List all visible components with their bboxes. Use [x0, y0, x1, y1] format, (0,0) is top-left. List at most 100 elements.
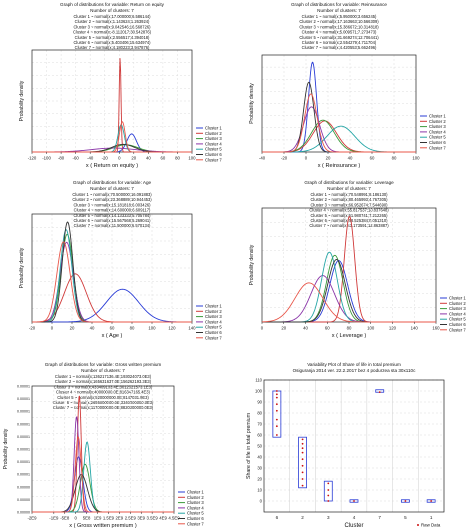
chart-note: Cluster 3 ~ normal(x;15.386672;10.314818… — [299, 24, 379, 29]
legend-label-cluster-7: Cluster 7 — [449, 327, 466, 332]
chart-note: Cluster 7 ~ normal(x;11.500000;6.570134) — [74, 223, 151, 228]
x-tick-label: -60 — [73, 156, 80, 161]
chart-note: Cluster 4 ~ normal(x;14.600000;6.609117) — [74, 208, 151, 213]
chart-note: Cluster 4 ~ normal(x;5.009571;7.273473) — [302, 30, 377, 35]
x-tick-label: 160 — [432, 326, 440, 331]
x-tick-label: -20 — [29, 326, 36, 331]
raw-data-point — [275, 418, 278, 421]
chart-subtitle: Number of clusters: 7 — [90, 186, 134, 191]
legend-label-cluster-5: Cluster 5 — [205, 147, 222, 152]
legend-label-cluster-5: Cluster 5 — [429, 135, 446, 140]
chart-title: Graph of distributions for variable: Age — [73, 180, 152, 185]
legend-label-cluster-1: Cluster 1 — [187, 490, 204, 495]
raw-data-point — [301, 471, 304, 474]
series-line-cluster-7 — [261, 282, 436, 323]
legend-label-cluster-1: Cluster 1 — [449, 296, 466, 301]
chart-note: Cluster 6 ~ normal(x;15.567568;5.269041) — [73, 218, 151, 223]
x-tick-label: -40 — [259, 156, 266, 161]
raw-data-point — [378, 391, 381, 393]
x-tick-label: 3E9 — [137, 516, 145, 521]
x-axis-label: x ( Age ) — [102, 333, 123, 339]
x-tick-label: 4 — [353, 515, 356, 520]
plot-area: 0 10 20 30 40 50 60 70 80 90 100 110 6 2 3 4 7 5 1 — [255, 378, 445, 520]
y-axis-label: Probability density — [19, 80, 25, 121]
series-line-cluster-1 — [262, 61, 416, 153]
x-tick-label: 5E8 — [83, 516, 91, 521]
x-tick-label: -20 — [102, 156, 109, 161]
series-line-cluster-4 — [262, 106, 416, 153]
chart-note: Cluster 3 ~ normal(x;433409103.4E;301232… — [54, 384, 153, 389]
legend-label-cluster-3: Cluster 3 — [205, 314, 222, 319]
y-tick-label: 0.00001 — [17, 448, 30, 452]
y-tick-label: 70 — [257, 422, 262, 427]
x-tick-label: 140 — [188, 326, 196, 331]
chart-note: Cluster 3 ~ normal(x;15.181818;6.003426) — [73, 202, 151, 207]
y-tick-label: 0.00001 — [17, 460, 30, 464]
y-tick-label: 0.00001 — [17, 435, 30, 439]
chart-subtitle: Number of clusters: 7 — [81, 368, 125, 373]
legend-label-cluster-3: Cluster 3 — [429, 124, 446, 129]
raw-data-point — [275, 393, 278, 396]
plot-area: 0 20 40 60 80 100 120 140 160 — [261, 207, 440, 331]
y-tick-label: 90 — [257, 400, 262, 405]
legend-label-cluster-2: Cluster 2 — [449, 301, 466, 306]
x-tick-label: 60 — [325, 326, 330, 331]
series-line-cluster-6 — [32, 474, 174, 513]
chart-note: Cluster 7 ~ normal(x;43.173591;12.863887… — [309, 223, 389, 228]
legend-label-cluster-2: Cluster 2 — [205, 309, 222, 314]
plot-area: -20 0 20 40 60 80 100 120 140 — [29, 213, 196, 331]
y-axis-label: Probability density — [19, 247, 25, 288]
chart-note: Cluster 7 ~ normal(x;4.180223;3.947876) — [75, 45, 150, 50]
x-tick-label: 100 — [148, 326, 156, 331]
raw-data-point — [275, 425, 278, 428]
x-tick-label: 80 — [175, 156, 180, 161]
legend-marker-raw-data — [417, 524, 419, 526]
y-axis-label: Share of life in total premium — [246, 413, 252, 479]
series-line-cluster-3 — [262, 119, 416, 153]
series-line-cluster-2 — [32, 58, 192, 153]
chart-subtitle: Number of clusters: 7 — [317, 8, 361, 13]
chart-subtitle: Number of clusters: 7 — [90, 8, 134, 13]
variability-box-cluster-1 — [426, 499, 436, 503]
series-line-cluster-1 — [32, 288, 192, 323]
chart-note: Cluster 1 ~ normal(x;136217136.4E;193024… — [55, 374, 152, 379]
y-tick-label: 0.00000 — [17, 485, 30, 489]
legend-label-cluster-7: Cluster 7 — [205, 335, 222, 340]
legend-label-cluster-4: Cluster 4 — [429, 129, 446, 134]
raw-data-point — [301, 447, 304, 450]
x-tick-label: -40 — [87, 156, 94, 161]
legend-label-cluster-7: Cluster 7 — [205, 157, 222, 162]
legend-label-cluster-4: Cluster 4 — [449, 311, 466, 316]
raw-data-point — [301, 478, 304, 480]
x-tick-label: 40 — [303, 326, 308, 331]
chart-panel-5: Graph of distributions for variable: Gro… — [3, 362, 204, 529]
chart-subtitle: Osiguranja 2014 ver. 22.2.2017 bez 4 pod… — [293, 368, 416, 373]
x-tick-label: 1.5E9 — [103, 516, 115, 521]
legend-label-cluster-5: Cluster 5 — [187, 511, 204, 516]
x-tick-label: 40 — [146, 156, 151, 161]
chart-note: Cluster 1 ~ normal(x;70.548991;8.186130) — [310, 192, 388, 197]
legend-label-raw-data: Raw Data — [421, 523, 441, 528]
series-line-cluster-1 — [32, 456, 174, 513]
y-tick-label: 100 — [255, 389, 263, 394]
x-axis-label: Cluster — [344, 523, 363, 529]
x-tick-label: -100 — [42, 156, 51, 161]
chart-note: Cluster 7 ~ normal(x;1170000000.0E;88200… — [53, 405, 154, 410]
chart-note: Cluster 2 ~ normal(x;17.163663;10.566309… — [299, 19, 379, 24]
x-tick-label: 80 — [130, 326, 135, 331]
x-tick-label: 0 — [118, 156, 121, 161]
legend-label-cluster-2: Cluster 2 — [205, 131, 222, 136]
x-tick-label: 20 — [281, 326, 286, 331]
y-tick-label: 0.00001 — [17, 422, 30, 426]
chart-note: Cluster 4 ~ normal(x;-8.112017;30.542876… — [73, 30, 152, 35]
y-tick-label: 0.00001 — [17, 473, 30, 477]
series-line-cluster-5 — [262, 251, 436, 323]
x-tick-label: 40 — [348, 156, 353, 161]
chart-note: Cluster 1 ~ normal(x;17.000000;6.586144) — [73, 14, 151, 19]
x-tick-label: 100 — [367, 326, 375, 331]
raw-data-point — [301, 451, 304, 454]
plot-area: -2E9 -1E9 -5E8 0 5E8 1E9 1.5E9 2E9 2.5E9 3E9 3.5E9… — [17, 385, 180, 521]
legend-label-cluster-2: Cluster 2 — [187, 495, 204, 500]
legend-label-cluster-7: Cluster 7 — [187, 521, 204, 526]
x-tick-label: 80 — [392, 156, 397, 161]
